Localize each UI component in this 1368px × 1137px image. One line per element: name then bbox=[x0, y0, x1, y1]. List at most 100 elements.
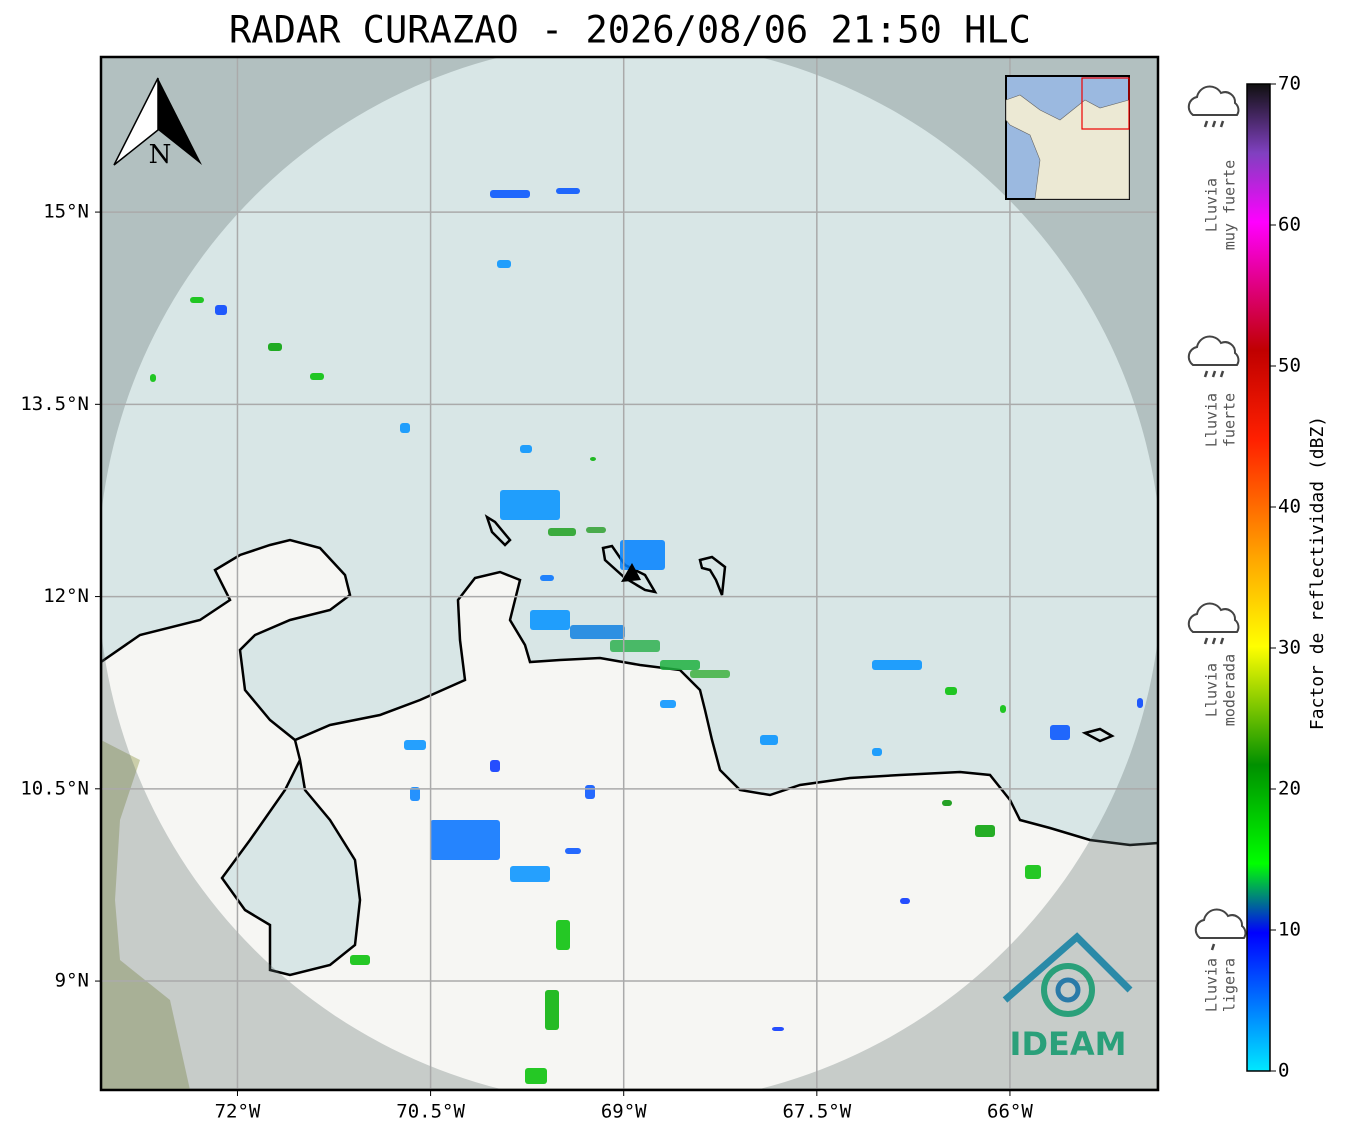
colorbar-tick-label: 50 bbox=[1278, 355, 1301, 377]
colorbar-tick-label: 40 bbox=[1278, 496, 1301, 518]
colorbar-tick-label: 60 bbox=[1278, 214, 1301, 236]
rain-drop bbox=[1203, 370, 1209, 378]
graticule bbox=[101, 57, 1158, 1090]
rain-legend-label: Lluvia bbox=[1203, 393, 1221, 447]
echo bbox=[490, 760, 500, 772]
title: RADAR CURAZAO - 2026/08/06 21:50 HLC bbox=[229, 9, 1031, 52]
north-label: N bbox=[149, 140, 172, 170]
echo bbox=[310, 373, 324, 380]
x-tick-label: 72°W bbox=[215, 1101, 261, 1123]
echo bbox=[215, 305, 227, 315]
x-tick-label: 70.5°W bbox=[396, 1101, 465, 1123]
radar-site bbox=[621, 563, 641, 582]
colorbar-tick-label: 30 bbox=[1278, 637, 1301, 659]
echo bbox=[520, 445, 532, 453]
y-tick-label: 10.5°N bbox=[20, 777, 89, 799]
rain-drop bbox=[1219, 370, 1225, 378]
colorbar-tick-label: 70 bbox=[1278, 73, 1301, 95]
andes-terrain bbox=[101, 740, 190, 1090]
echo bbox=[500, 490, 560, 520]
echo bbox=[404, 740, 426, 750]
echo bbox=[410, 787, 420, 801]
aruba bbox=[484, 514, 512, 547]
rain-drop bbox=[1219, 637, 1225, 645]
echo bbox=[772, 1027, 784, 1031]
ideam-logo: IDEAM bbox=[1002, 932, 1133, 1063]
echo bbox=[400, 423, 410, 433]
echo bbox=[945, 687, 957, 695]
inset-map bbox=[1005, 75, 1130, 200]
echo bbox=[585, 785, 595, 799]
echo bbox=[872, 748, 882, 756]
rain-legend-label: muy fuerte bbox=[1221, 160, 1239, 250]
colorbar-tick-label: 10 bbox=[1278, 919, 1301, 941]
rain-legend-label: moderada bbox=[1221, 654, 1239, 726]
rain-legend-label: Lluvia bbox=[1203, 178, 1221, 232]
x-tick-label: 67.5°W bbox=[783, 1101, 852, 1123]
rain-drop bbox=[1211, 370, 1217, 378]
rain-legend-label: Lluvia bbox=[1203, 958, 1221, 1012]
echo bbox=[490, 190, 530, 198]
bonaire bbox=[698, 555, 727, 596]
y-tick-label: 15°N bbox=[43, 201, 89, 223]
echo bbox=[660, 700, 676, 708]
orchila bbox=[1081, 727, 1115, 743]
rain-drop bbox=[1210, 943, 1216, 951]
y-tick-label: 12°N bbox=[43, 585, 89, 607]
echo bbox=[545, 990, 559, 1030]
echo bbox=[900, 898, 910, 904]
echo bbox=[540, 575, 554, 581]
echo bbox=[556, 188, 580, 194]
y-tick-label: 13.5°N bbox=[20, 393, 89, 415]
echo bbox=[350, 955, 370, 965]
echo bbox=[1025, 865, 1041, 879]
map-frame bbox=[99, 55, 1160, 1092]
rain-legend-label: ligera bbox=[1221, 958, 1239, 1012]
echo bbox=[1137, 698, 1143, 708]
echo bbox=[570, 625, 625, 639]
colorbar-tick-label: 0 bbox=[1278, 1060, 1289, 1082]
echo bbox=[565, 848, 581, 854]
echo bbox=[942, 800, 952, 806]
echo bbox=[430, 820, 500, 860]
echo bbox=[497, 260, 511, 268]
echo bbox=[610, 640, 660, 652]
y-tick-label: 9°N bbox=[55, 970, 89, 992]
echo bbox=[760, 735, 778, 745]
lake-maracaibo bbox=[220, 739, 362, 977]
rain-drop bbox=[1211, 120, 1217, 128]
rain-drop bbox=[1211, 637, 1217, 645]
colorbar-label: Factor de reflectividad (dBZ) bbox=[1307, 416, 1328, 730]
rain-icon bbox=[1187, 85, 1240, 116]
echo bbox=[586, 527, 606, 533]
rain-drop bbox=[1219, 120, 1225, 128]
land bbox=[101, 538, 1158, 1090]
rain-legend-label: Lluvia bbox=[1203, 663, 1221, 717]
echo bbox=[690, 670, 730, 678]
echo bbox=[620, 540, 665, 570]
rain-icon bbox=[1187, 602, 1240, 633]
north-arrow: N bbox=[113, 77, 202, 170]
echo bbox=[150, 374, 156, 382]
echo bbox=[975, 825, 995, 837]
echo bbox=[556, 920, 570, 950]
map bbox=[101, 57, 1158, 1090]
rain-drop bbox=[1203, 637, 1209, 645]
echo bbox=[590, 457, 596, 461]
echo bbox=[268, 343, 282, 351]
rain-icon bbox=[1187, 335, 1240, 366]
echo bbox=[530, 610, 570, 630]
echo bbox=[660, 660, 700, 670]
echo bbox=[1050, 725, 1070, 740]
logo-text: IDEAM bbox=[1010, 1025, 1127, 1063]
radar-echoes bbox=[150, 188, 1143, 1084]
echo bbox=[510, 866, 550, 882]
x-tick-label: 69°W bbox=[601, 1101, 647, 1123]
x-tick-label: 66°W bbox=[987, 1101, 1033, 1123]
echo bbox=[872, 660, 922, 670]
echo bbox=[548, 528, 576, 536]
colorbar bbox=[1246, 83, 1271, 1072]
rain-legend-label: fuerte bbox=[1221, 393, 1239, 447]
